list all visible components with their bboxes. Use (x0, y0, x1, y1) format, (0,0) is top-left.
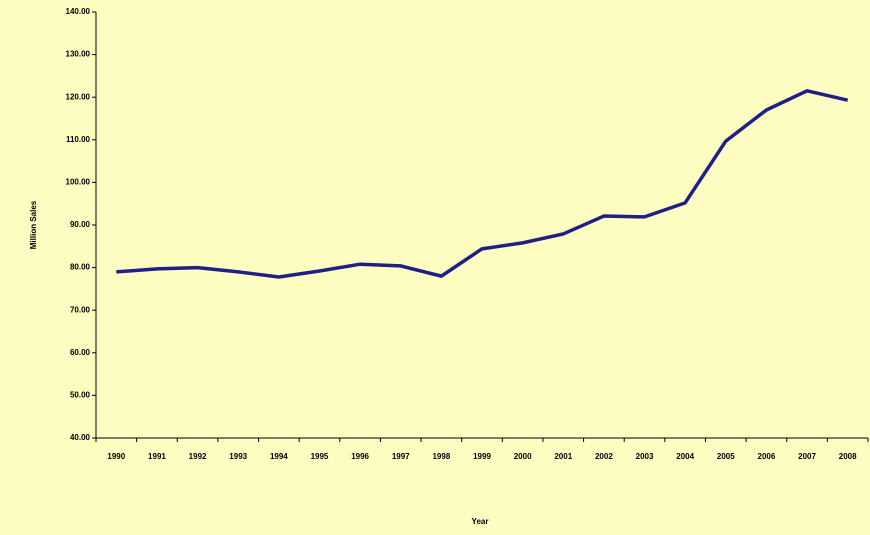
y-tick-label: 130.00 (66, 50, 91, 59)
x-tick-label: 1997 (392, 452, 410, 461)
y-tick-label: 60.00 (70, 348, 91, 357)
x-tick-label: 1998 (432, 452, 450, 461)
x-axis-label: Year (472, 517, 489, 526)
x-tick-label: 2007 (798, 452, 816, 461)
x-tick-label: 1991 (148, 452, 166, 461)
x-tick-label: 1995 (311, 452, 329, 461)
x-tick-label: 2003 (636, 452, 654, 461)
x-tick-label: 1992 (189, 452, 207, 461)
x-tick-label: 2004 (676, 452, 694, 461)
y-tick-label: 40.00 (70, 433, 91, 442)
x-tick-label: 1999 (473, 452, 491, 461)
y-tick-label: 90.00 (70, 220, 91, 229)
y-tick-label: 110.00 (66, 135, 91, 144)
y-tick-label: 140.00 (66, 7, 91, 16)
x-tick-label: 2006 (758, 452, 776, 461)
x-tick-label: 1996 (351, 452, 369, 461)
y-tick-label: 120.00 (66, 92, 91, 101)
y-tick-label: 70.00 (70, 305, 91, 314)
x-tick-label: 1990 (107, 452, 125, 461)
x-tick-label: 1993 (229, 452, 247, 461)
x-tick-label: 2000 (514, 452, 532, 461)
y-tick-label: 100.00 (66, 178, 91, 187)
y-tick-label: 80.00 (70, 263, 91, 272)
x-tick-label: 2002 (595, 452, 613, 461)
y-tick-label: 50.00 (70, 391, 91, 400)
x-tick-label: 2005 (717, 452, 735, 461)
y-axis-label: Million Sales (29, 200, 38, 249)
line-series (116, 89, 849, 279)
x-tick-label: 2001 (554, 452, 572, 461)
x-tick-label: 2008 (839, 452, 857, 461)
x-tick-label: 1994 (270, 452, 288, 461)
